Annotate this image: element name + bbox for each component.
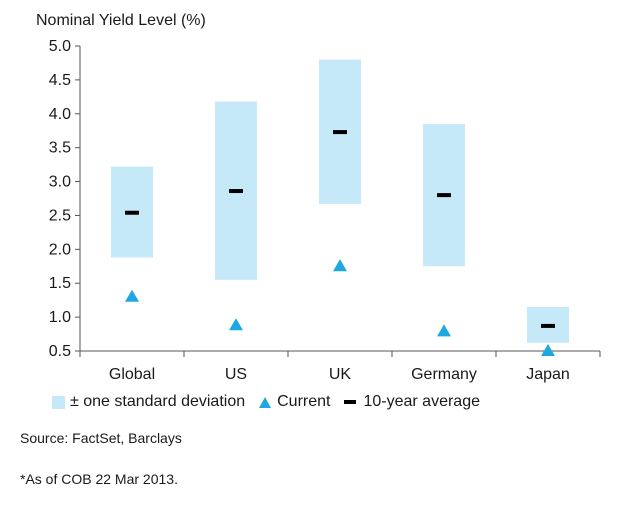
y-axis-title: Nominal Yield Level (%) xyxy=(36,12,206,29)
legend-range-label: ± one standard deviation xyxy=(70,393,246,410)
y-tick-label: 3.5 xyxy=(49,140,71,157)
asof-footnote: *As of COB 22 Mar 2013. xyxy=(20,471,178,487)
x-category-label: Japan xyxy=(526,366,570,383)
y-tick-label: 4.0 xyxy=(49,106,71,123)
range-swatch-icon xyxy=(52,395,65,409)
current-marker-japan xyxy=(541,344,555,356)
x-category-label: Germany xyxy=(411,366,477,383)
yield-range-chart: 5.0 4.5 4.0 3.5 3.0 2.5 2.0 1.5 1.0 0.5 Global US UK… xyxy=(49,38,601,383)
legend-item-average: 10-year average xyxy=(344,393,480,411)
y-tick-label: 1.5 xyxy=(49,275,71,292)
legend-item-current: Current xyxy=(259,393,330,411)
average-dash-japan xyxy=(541,323,555,328)
triangle-marker-icon xyxy=(259,396,272,408)
legend-average-label: 10-year average xyxy=(363,393,480,410)
source-note: Source: FactSet, Barclays xyxy=(20,430,182,446)
y-tick-label: 4.5 xyxy=(49,72,71,89)
average-dash-germany xyxy=(437,193,451,198)
x-category-label: US xyxy=(225,366,247,383)
current-marker-global xyxy=(125,289,139,302)
y-tick-label: 2.5 xyxy=(49,207,71,224)
average-dash-uk xyxy=(333,130,347,135)
legend-item-range: ± one standard deviation xyxy=(52,393,245,411)
y-tick-label: 2.0 xyxy=(49,241,71,258)
y-tick-label: 5.0 xyxy=(49,38,71,55)
average-dash-us xyxy=(229,189,243,194)
chart-legend: ± one standard deviation Current 10-year… xyxy=(52,389,494,415)
average-dash-global xyxy=(125,210,139,215)
dash-marker-icon xyxy=(344,400,357,404)
current-marker-germany xyxy=(437,324,451,337)
y-tick-label: 3.0 xyxy=(49,174,71,191)
current-marker-us xyxy=(229,318,243,331)
current-marker-uk xyxy=(333,259,347,272)
y-tick-label: 0.5 xyxy=(49,343,71,360)
y-tick-label: 1.0 xyxy=(49,309,71,326)
legend-current-label: Current xyxy=(277,393,331,410)
x-category-label: Global xyxy=(109,366,155,383)
x-category-label: UK xyxy=(329,366,352,383)
